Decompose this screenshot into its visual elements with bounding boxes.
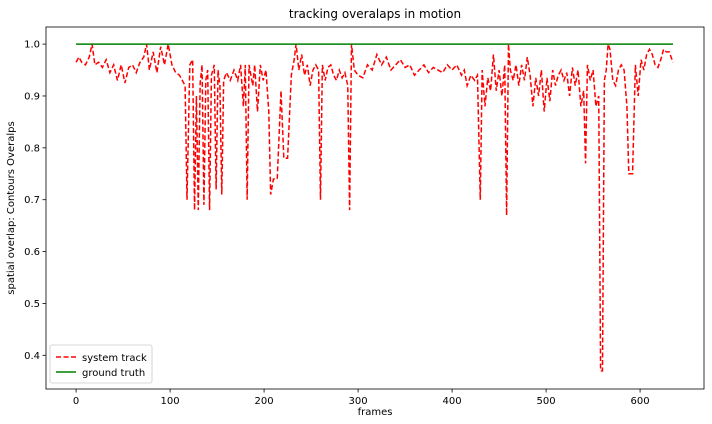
y-tick-label: 0.7 [24, 195, 40, 206]
chart-title: tracking overalaps in motion [289, 7, 461, 21]
x-tick-label: 600 [631, 396, 650, 407]
x-tick-label: 200 [255, 396, 274, 407]
x-tick-label: 0 [73, 396, 79, 407]
x-tick-label: 400 [443, 396, 462, 407]
x-tick-label: 500 [537, 396, 556, 407]
legend: system track ground truth [49, 344, 153, 384]
series-layer [75, 43, 674, 372]
y-tick-label: 1.0 [24, 40, 40, 51]
y-tick-label: 0.8 [24, 143, 40, 154]
y-tick-label: 0.6 [24, 247, 40, 258]
x-tick-label: 300 [349, 396, 368, 407]
series-line-system-track [75, 43, 674, 372]
legend-label-ground-truth: ground truth [82, 368, 145, 379]
y-tick-label: 0.5 [24, 299, 40, 310]
x-axis-label: frames [358, 407, 393, 418]
x-tick-label: 100 [161, 396, 180, 407]
x-axis-ticks: 0 100 200 300 400 500 600 [73, 389, 650, 407]
y-axis-label: spatial overlap: Contours Overalps [6, 121, 17, 294]
legend-label-system-track: system track [82, 353, 147, 364]
legend-box [49, 344, 153, 384]
y-tick-label: 0.4 [24, 351, 40, 362]
y-tick-label: 0.9 [24, 91, 40, 102]
y-axis-ticks: 0.4 0.5 0.6 0.7 0.8 0.9 1.0 [24, 40, 46, 362]
plot-area-frame [45, 26, 705, 390]
